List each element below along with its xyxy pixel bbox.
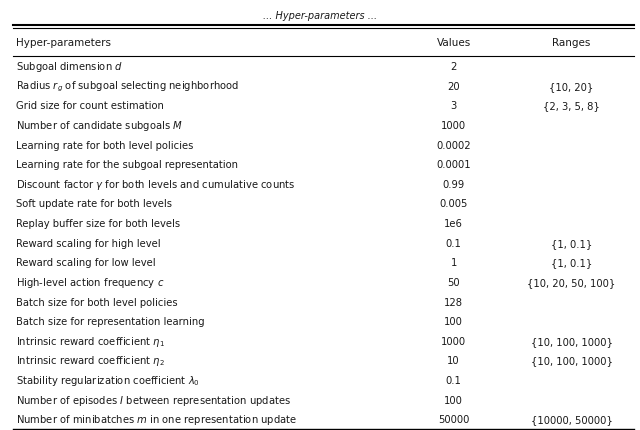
- Text: Replay buffer size for both levels: Replay buffer size for both levels: [16, 218, 180, 229]
- Text: 1000: 1000: [441, 121, 466, 131]
- Text: 3: 3: [451, 101, 457, 111]
- Text: 0.99: 0.99: [442, 179, 465, 190]
- Text: Radius $r_g$ of subgoal selecting neighborhood: Radius $r_g$ of subgoal selecting neighb…: [16, 80, 239, 94]
- Text: Batch size for representation learning: Batch size for representation learning: [16, 316, 205, 326]
- Text: Values: Values: [436, 38, 470, 48]
- Text: Number of candidate subgoals $M$: Number of candidate subgoals $M$: [16, 119, 183, 133]
- Text: 2: 2: [451, 62, 457, 72]
- Text: 100: 100: [444, 316, 463, 326]
- Text: {10, 20}: {10, 20}: [549, 82, 594, 92]
- Text: Hyper-parameters: Hyper-parameters: [16, 38, 111, 48]
- Text: Subgoal dimension $d$: Subgoal dimension $d$: [16, 60, 123, 74]
- Text: 0.0002: 0.0002: [436, 140, 471, 150]
- Text: 0.005: 0.005: [440, 199, 468, 209]
- Text: 1e6: 1e6: [444, 218, 463, 229]
- Text: Stability regularization coefficient $\lambda_0$: Stability regularization coefficient $\l…: [16, 373, 200, 387]
- Text: Grid size for count estimation: Grid size for count estimation: [16, 101, 164, 111]
- Text: Number of minibatches $m$ in one representation update: Number of minibatches $m$ in one represe…: [16, 412, 297, 426]
- Text: 10: 10: [447, 356, 460, 365]
- Text: ... Hyper-parameters ...: ... Hyper-parameters ...: [263, 11, 377, 21]
- Text: 100: 100: [444, 395, 463, 405]
- Text: Reward scaling for high level: Reward scaling for high level: [16, 238, 161, 248]
- Text: Learning rate for the subgoal representation: Learning rate for the subgoal representa…: [16, 160, 238, 170]
- Text: 1: 1: [451, 258, 457, 268]
- Text: Intrinsic reward coefficient $\eta_1$: Intrinsic reward coefficient $\eta_1$: [16, 334, 165, 348]
- Text: {10, 20, 50, 100}: {10, 20, 50, 100}: [527, 277, 616, 287]
- Text: Ranges: Ranges: [552, 38, 591, 48]
- Text: 50: 50: [447, 277, 460, 287]
- Text: Discount factor $\gamma$ for both levels and cumulative counts: Discount factor $\gamma$ for both levels…: [16, 178, 296, 191]
- Text: {1, 0.1}: {1, 0.1}: [551, 238, 592, 248]
- Text: Reward scaling for low level: Reward scaling for low level: [16, 258, 156, 268]
- Text: 128: 128: [444, 297, 463, 307]
- Text: Number of episodes $I$ between representation updates: Number of episodes $I$ between represent…: [16, 393, 291, 407]
- Text: 50000: 50000: [438, 415, 469, 424]
- Text: High-level action frequency $c$: High-level action frequency $c$: [16, 275, 164, 289]
- Text: Learning rate for both level policies: Learning rate for both level policies: [16, 140, 193, 150]
- Text: {10, 100, 1000}: {10, 100, 1000}: [531, 356, 612, 365]
- Text: 20: 20: [447, 82, 460, 92]
- Text: 0.1: 0.1: [445, 238, 461, 248]
- Text: Batch size for both level policies: Batch size for both level policies: [16, 297, 178, 307]
- Text: {10000, 50000}: {10000, 50000}: [531, 415, 612, 424]
- Text: 1000: 1000: [441, 336, 466, 346]
- Text: {2, 3, 5, 8}: {2, 3, 5, 8}: [543, 101, 600, 111]
- Text: {1, 0.1}: {1, 0.1}: [551, 258, 592, 268]
- Text: {10, 100, 1000}: {10, 100, 1000}: [531, 336, 612, 346]
- Text: Soft update rate for both levels: Soft update rate for both levels: [16, 199, 172, 209]
- Text: 0.1: 0.1: [445, 375, 461, 385]
- Text: 0.0001: 0.0001: [436, 160, 471, 170]
- Text: Intrinsic reward coefficient $\eta_2$: Intrinsic reward coefficient $\eta_2$: [16, 353, 164, 368]
